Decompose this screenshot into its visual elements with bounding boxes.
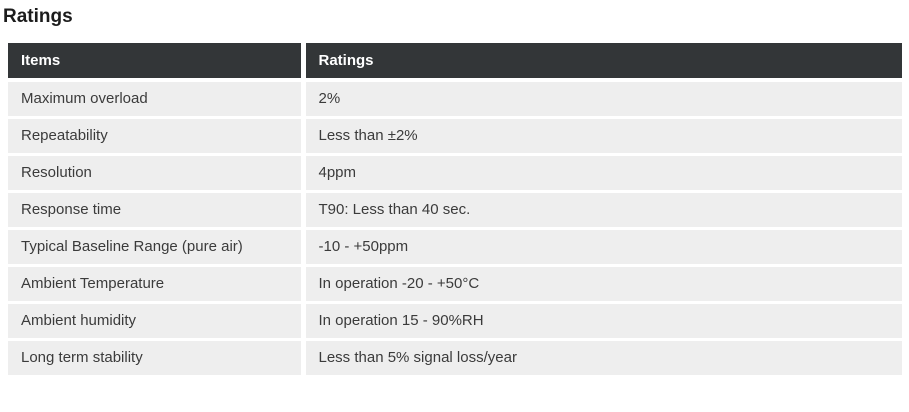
rating-cell: In operation -20 - +50°C <box>303 265 902 304</box>
table-row: Ambient Temperature In operation -20 - +… <box>8 265 902 304</box>
item-cell: Typical Baseline Range (pure air) <box>8 228 306 267</box>
item-cell: Repeatability <box>8 117 306 156</box>
rating-cell: 2% <box>303 80 902 119</box>
table-body: Maximum overload 2% Repeatability Less t… <box>8 80 902 378</box>
column-header-ratings: Ratings <box>303 43 902 82</box>
header-row: Items Ratings <box>8 43 902 82</box>
rating-cell: T90: Less than 40 sec. <box>303 191 902 230</box>
rating-cell: 4ppm <box>303 154 902 193</box>
item-cell: Response time <box>8 191 306 230</box>
ratings-table: Items Ratings Maximum overload 2% Repeat… <box>8 43 902 378</box>
rating-cell: In operation 15 - 90%RH <box>303 302 902 341</box>
page-title: Ratings <box>3 6 73 27</box>
column-header-items: Items <box>8 43 306 82</box>
table-row: Response time T90: Less than 40 sec. <box>8 191 902 230</box>
item-cell: Maximum overload <box>8 80 306 119</box>
rating-cell: Less than ±2% <box>303 117 902 156</box>
item-cell: Long term stability <box>8 339 306 378</box>
table-row: Ambient humidity In operation 15 - 90%RH <box>8 302 902 341</box>
table-row: Long term stability Less than 5% signal … <box>8 339 902 378</box>
table-row: Repeatability Less than ±2% <box>8 117 902 156</box>
rating-cell: Less than 5% signal loss/year <box>303 339 902 378</box>
item-cell: Ambient Temperature <box>8 265 306 304</box>
table-header: Items Ratings <box>8 43 902 82</box>
rating-cell: -10 - +50ppm <box>303 228 902 267</box>
table-row: Resolution 4ppm <box>8 154 902 193</box>
item-cell: Ambient humidity <box>8 302 306 341</box>
table-row: Maximum overload 2% <box>8 80 902 119</box>
table-row: Typical Baseline Range (pure air) -10 - … <box>8 228 902 267</box>
item-cell: Resolution <box>8 154 306 193</box>
